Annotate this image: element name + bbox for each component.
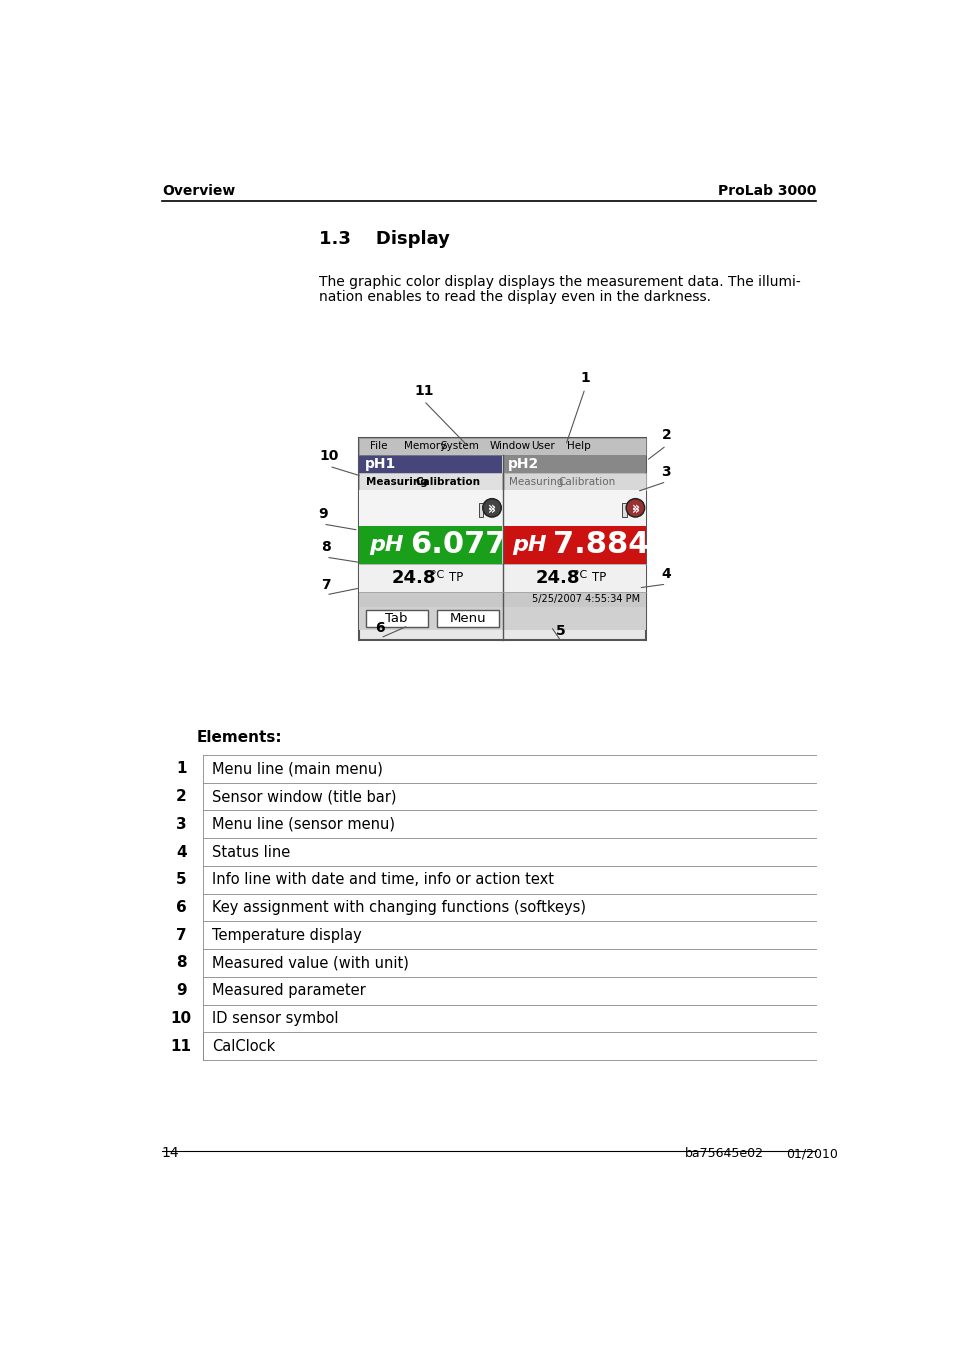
Text: ba75645e02: ba75645e02	[684, 1147, 763, 1161]
Text: 9: 9	[175, 984, 187, 998]
Text: 1: 1	[579, 372, 589, 385]
Text: 24.8: 24.8	[535, 569, 579, 586]
Text: 7.884: 7.884	[553, 531, 649, 559]
Text: 1.3    Display: 1.3 Display	[319, 230, 450, 247]
Text: TP: TP	[592, 571, 605, 585]
Text: ID sensor symbol: ID sensor symbol	[212, 1011, 338, 1025]
Text: »: »	[488, 504, 496, 516]
Text: File: File	[370, 442, 388, 451]
Circle shape	[484, 500, 499, 516]
Text: 01/2010: 01/2010	[785, 1147, 837, 1161]
Text: °C: °C	[574, 570, 587, 580]
Text: 6: 6	[375, 621, 385, 635]
Text: 11: 11	[171, 1039, 192, 1054]
Text: 2: 2	[175, 789, 187, 804]
Bar	[359, 438, 645, 639]
Text: pH: pH	[369, 535, 403, 555]
Text: Elements:: Elements:	[196, 730, 282, 744]
Text: 3: 3	[175, 817, 187, 832]
Text: 10: 10	[171, 1011, 192, 1025]
Text: 5: 5	[175, 873, 187, 888]
FancyBboxPatch shape	[436, 611, 498, 627]
Circle shape	[627, 500, 642, 516]
Text: 2: 2	[660, 428, 671, 442]
Circle shape	[482, 499, 500, 517]
Text: nation enables to read the display even in the darkness.: nation enables to read the display even …	[319, 290, 710, 304]
Text: 8: 8	[175, 955, 187, 970]
Text: System: System	[440, 442, 479, 451]
Text: 5/25/2007 4:55:34 PM: 5/25/2007 4:55:34 PM	[532, 594, 639, 604]
Text: User: User	[531, 442, 555, 451]
Text: Measured parameter: Measured parameter	[212, 984, 366, 998]
Text: »: »	[631, 504, 639, 516]
Text: Calibration: Calibration	[558, 477, 616, 486]
Text: pH2: pH2	[508, 457, 539, 471]
Text: Key assignment with changing functions (softkeys): Key assignment with changing functions (…	[212, 900, 586, 915]
Text: Measured value (with unit): Measured value (with unit)	[212, 955, 409, 970]
Text: pH1: pH1	[365, 457, 395, 471]
Bar	[503, 473, 645, 490]
Text: 11: 11	[414, 384, 433, 397]
Text: °C: °C	[431, 570, 443, 580]
Text: Overview: Overview	[162, 184, 234, 197]
Bar	[359, 607, 645, 631]
Text: 4: 4	[660, 567, 671, 581]
Text: »: »	[631, 501, 639, 513]
Text: Info line with date and time, info or action text: Info line with date and time, info or ac…	[212, 873, 554, 888]
Text: »: »	[488, 501, 496, 513]
Text: 1: 1	[175, 762, 186, 777]
Text: Sensor window (title bar): Sensor window (title bar)	[212, 789, 396, 804]
Text: ProLab 3000: ProLab 3000	[717, 184, 815, 197]
Text: Measuring: Measuring	[365, 477, 427, 486]
Text: 4: 4	[175, 844, 187, 859]
Bar	[359, 438, 645, 455]
Text: 7: 7	[175, 928, 187, 943]
Text: Help: Help	[567, 442, 590, 451]
Text: Status line: Status line	[212, 844, 291, 859]
Text: 24.8: 24.8	[392, 569, 436, 586]
Text: Menu: Menu	[449, 612, 486, 626]
Text: 7: 7	[321, 578, 331, 592]
Text: 8: 8	[321, 540, 331, 554]
Text: 9: 9	[318, 507, 328, 521]
Text: Menu line (sensor menu): Menu line (sensor menu)	[212, 817, 395, 832]
Text: pH: pH	[512, 535, 546, 555]
Text: Tab: Tab	[385, 612, 408, 626]
Text: Calibration: Calibration	[415, 477, 479, 486]
Text: 6: 6	[175, 900, 187, 915]
Bar	[359, 526, 501, 565]
Text: The graphic color display displays the measurement data. The illumi-: The graphic color display displays the m…	[319, 274, 801, 289]
Text: CalClock: CalClock	[212, 1039, 275, 1054]
Bar	[359, 438, 645, 455]
Text: TP: TP	[448, 571, 462, 585]
Bar	[478, 503, 483, 517]
Bar	[359, 455, 501, 473]
Bar	[503, 526, 645, 565]
Text: 6.077: 6.077	[410, 531, 506, 559]
Text: Menu line (main menu): Menu line (main menu)	[212, 762, 383, 777]
Text: 14: 14	[162, 1146, 179, 1161]
Bar	[359, 565, 645, 592]
Text: 5: 5	[556, 624, 565, 638]
Bar	[621, 503, 626, 517]
Text: Temperature display: Temperature display	[212, 928, 361, 943]
Bar	[359, 490, 645, 526]
Circle shape	[625, 499, 644, 517]
Bar	[359, 473, 501, 490]
Text: Measuring: Measuring	[509, 477, 563, 486]
FancyBboxPatch shape	[365, 611, 427, 627]
Bar	[503, 455, 645, 473]
Text: 10: 10	[319, 449, 338, 463]
Bar	[359, 592, 645, 607]
Text: Memory: Memory	[404, 442, 446, 451]
Text: Window: Window	[489, 442, 530, 451]
Text: 3: 3	[660, 465, 671, 478]
